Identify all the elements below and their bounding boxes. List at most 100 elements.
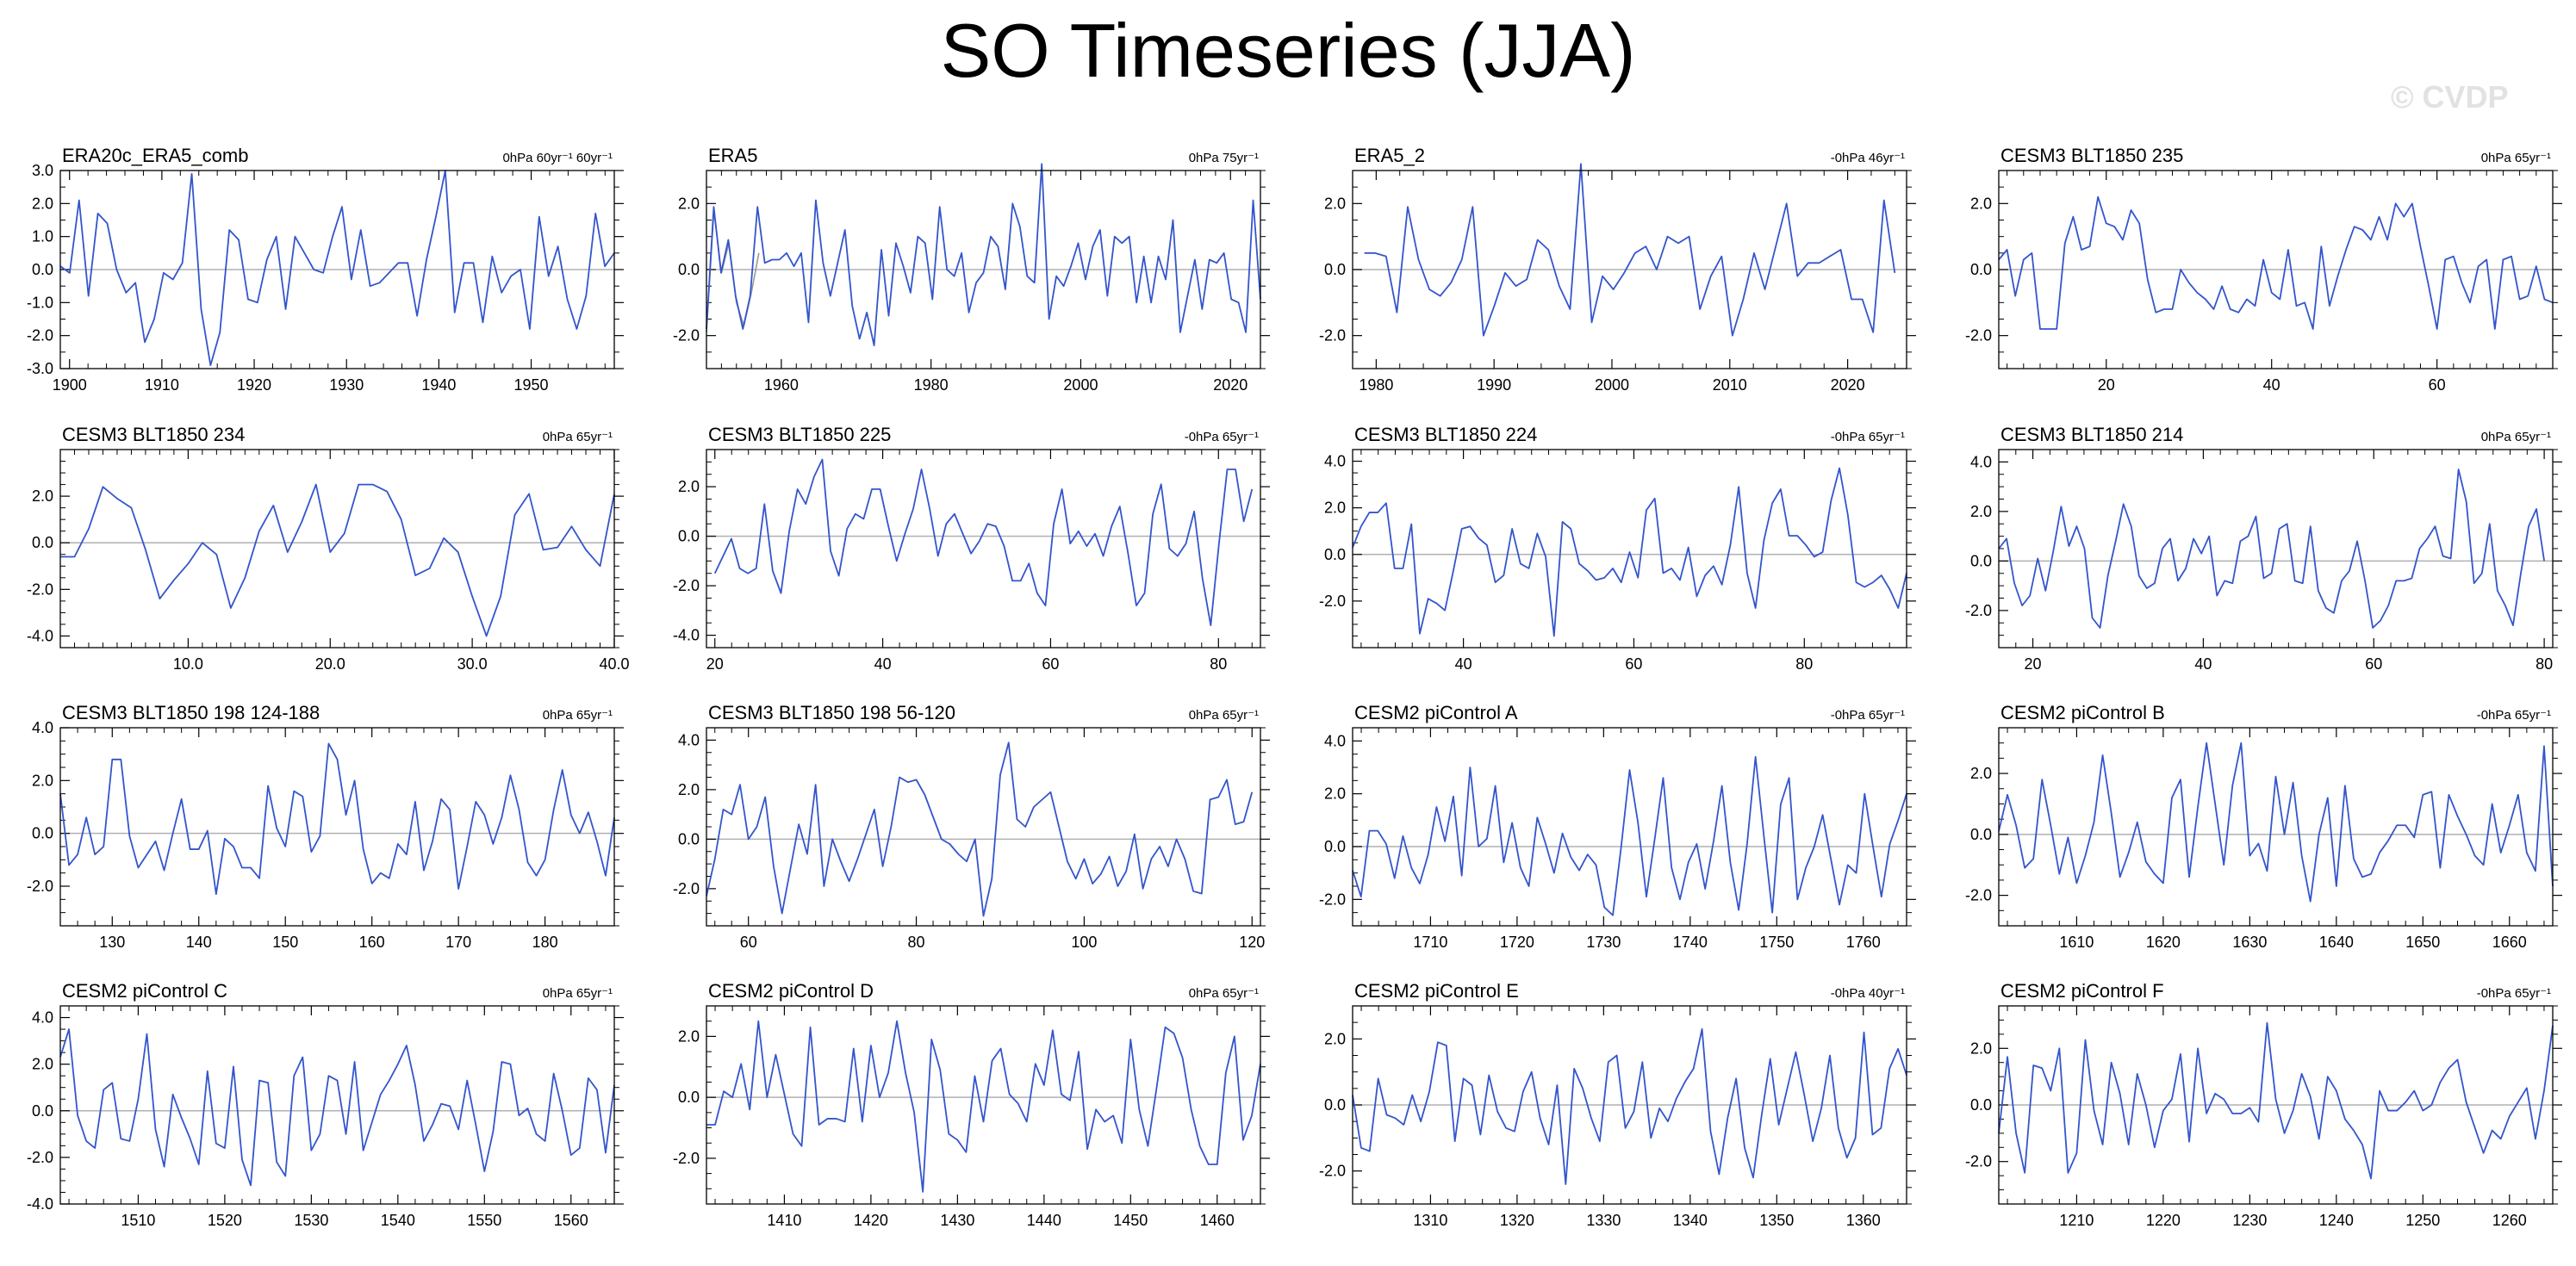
y-tick-label: 0.0 [32,534,53,551]
x-tick-label: 1630 [2232,934,2267,951]
y-tick-label: -2.0 [27,580,53,598]
x-tick-label: 20 [2098,376,2115,394]
x-tick-label: 20 [2025,655,2042,673]
y-tick-label: 4.0 [1324,453,1346,470]
x-tick-label: 80 [1210,655,1227,673]
y-tick-label: -2.0 [1319,593,1346,610]
x-tick-label: 60 [2429,376,2446,394]
y-tick-label: 4.0 [32,719,53,736]
x-tick-label: 1930 [329,376,364,394]
y-tick-label: -2.0 [1319,891,1346,908]
x-tick-label: 1410 [767,1212,801,1229]
plot-frame [706,170,1261,369]
y-tick-label: 3.0 [32,162,53,179]
x-tick-label: 1980 [1359,376,1393,394]
y-tick-label: 2.0 [32,487,53,505]
panel-title: CESM2 piControl A [1354,702,1518,723]
x-tick-label: 1540 [381,1212,415,1229]
x-tick-label: 130 [99,934,125,951]
y-tick-label: 1.0 [32,228,53,245]
series-line [1352,755,1907,916]
y-tick-label: 2.0 [678,478,700,495]
series-line [59,742,615,896]
plot-frame [706,727,1261,927]
x-tick-label: 1340 [1673,1212,1708,1229]
series-line [59,1028,615,1187]
x-tick-label: 150 [272,934,298,951]
panel-title: CESM3 BLT1850 214 [2000,424,2183,445]
y-tick-label: 4.0 [1970,453,1992,470]
y-tick-label: 2.0 [678,1027,700,1045]
y-tick-label: 0.0 [678,528,700,545]
series-line [706,742,1254,917]
x-tick-label: 40 [2263,376,2280,394]
chart-panel: CESM2 piControl B -0hPa 65yr⁻¹ 1610 1620 163… [1965,702,2562,951]
y-tick-label: 0.0 [1324,546,1346,563]
chart-panel: CESM2 piControl D 0hPa 65yr⁻¹ 1410 1420 1430… [673,980,1270,1229]
y-tick-label: 0.0 [1324,261,1346,278]
plot-frame [1998,170,2554,369]
x-tick-label: 20.0 [315,655,345,673]
x-tick-label: 1310 [1413,1212,1447,1229]
x-tick-label: 1220 [2146,1212,2181,1229]
y-tick-label: -2.0 [1965,887,1992,904]
panel-subtitle: -0hPa 40yr⁻¹ [1831,986,1905,1001]
page-title: SO Timeseries (JJA) [940,8,1636,93]
x-tick-label: 40 [1455,655,1472,673]
x-tick-label: 1330 [1586,1212,1621,1229]
y-tick-label: 4.0 [32,1009,53,1027]
x-tick-label: 1440 [1027,1212,1061,1229]
y-tick-label: 2.0 [1324,195,1346,212]
x-tick-label: 1900 [53,376,87,394]
series-line [1364,163,1896,337]
y-tick-label: -2.0 [673,327,700,344]
y-tick-label: 2.0 [1324,500,1346,517]
panel-title: CESM3 BLT1850 225 [708,424,891,445]
x-tick-label: 60 [2365,655,2382,673]
x-tick-label: 1610 [2059,934,2094,951]
series-line [1998,1021,2554,1180]
plot-frame [1352,170,1907,369]
plot-frame [1998,1005,2554,1205]
chart-panel: CESM3 BLT1850 224 -0hPa 65yr⁻¹ 40 60 80 -2.0 0… [1319,424,1916,673]
x-tick-label: 1510 [121,1212,155,1229]
series-line [1352,1027,1907,1185]
panel-subtitle: 0hPa 65yr⁻¹ [2481,151,2551,165]
y-tick-label: 2.0 [1324,785,1346,803]
chart-panel: CESM2 piControl A -0hPa 65yr⁻¹ 1710 1720 173… [1319,702,1916,951]
panel-subtitle: -0hPa 65yr⁻¹ [2477,708,2551,723]
series-line [59,170,615,367]
x-tick-label: 180 [532,934,558,951]
chart-panel: CESM3 BLT1850 225 -0hPa 65yr⁻¹ 20 40 60 80 -4.… [673,424,1270,673]
x-tick-label: 160 [359,934,385,951]
y-tick-label: -2.0 [27,878,53,895]
x-tick-label: 80 [2536,655,2553,673]
chart-panel: CESM3 BLT1850 234 0hPa 65yr⁻¹ 10.0 20.0 30.0… [27,424,630,673]
y-tick-label: 0.0 [1970,552,1992,569]
x-tick-label: 1420 [854,1212,888,1229]
x-tick-label: 1650 [2405,934,2440,951]
x-tick-label: 30.0 [457,655,488,673]
x-tick-label: 1260 [2492,1212,2527,1229]
panel-subtitle: 0hPa 65yr⁻¹ [2481,430,2551,444]
panel-title: ERA20c_ERA5_comb [62,145,248,166]
panel-title: CESM2 piControl B [2000,702,2165,723]
y-tick-label: 2.0 [32,195,53,212]
x-tick-label: 1210 [2059,1212,2094,1229]
x-tick-label: 1910 [145,376,179,394]
y-tick-label: -2.0 [673,577,700,594]
x-tick-label: 1430 [940,1212,974,1229]
x-tick-label: 2000 [1595,376,1629,394]
x-tick-label: 1560 [554,1212,588,1229]
plot-frame [59,727,615,927]
panel-subtitle: -0hPa 65yr⁻¹ [1831,708,1905,723]
y-tick-label: -2.0 [1965,327,1992,344]
series-line [1998,742,2554,903]
y-tick-label: 2.0 [1970,1039,1992,1057]
y-tick-label: 0.0 [32,1102,53,1120]
plot-frame [1352,1005,1907,1205]
x-tick-label: 100 [1071,934,1097,951]
y-tick-label: -2.0 [27,327,53,344]
panel-subtitle: 0hPa 60yr⁻¹ 60yr⁻¹ [502,151,613,165]
